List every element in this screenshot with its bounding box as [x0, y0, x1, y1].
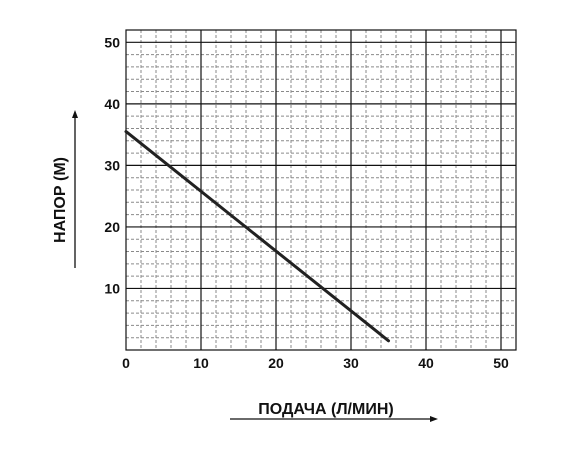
- y-tick-label: 20: [104, 219, 120, 235]
- x-tick-label: 20: [268, 355, 284, 371]
- y-axis-arrow: [72, 110, 78, 268]
- y-tick-labels: 10 20 30 40 50: [104, 34, 120, 296]
- chart-grid: [125, 29, 517, 351]
- x-tick-label: 30: [343, 355, 359, 371]
- y-tick-label: 10: [104, 280, 120, 296]
- x-axis-title: ПОДАЧА (Л/МИН): [258, 401, 393, 418]
- x-tick-label: 40: [418, 355, 434, 371]
- x-axis-arrow: [230, 416, 438, 422]
- y-tick-label: 30: [104, 157, 120, 173]
- series-line: [124, 130, 390, 343]
- y-axis-title: НАПОР (М): [52, 157, 69, 243]
- x-tick-label: 0: [122, 355, 130, 371]
- x-tick-label: 10: [193, 355, 209, 371]
- plot-frame: [125, 29, 517, 351]
- y-tick-label: 50: [104, 34, 120, 50]
- x-tick-label: 50: [493, 355, 509, 371]
- y-tick-label: 40: [104, 96, 120, 112]
- x-tick-labels: 0 10 20 30 40 50: [122, 355, 509, 371]
- chart-series: [124, 130, 390, 343]
